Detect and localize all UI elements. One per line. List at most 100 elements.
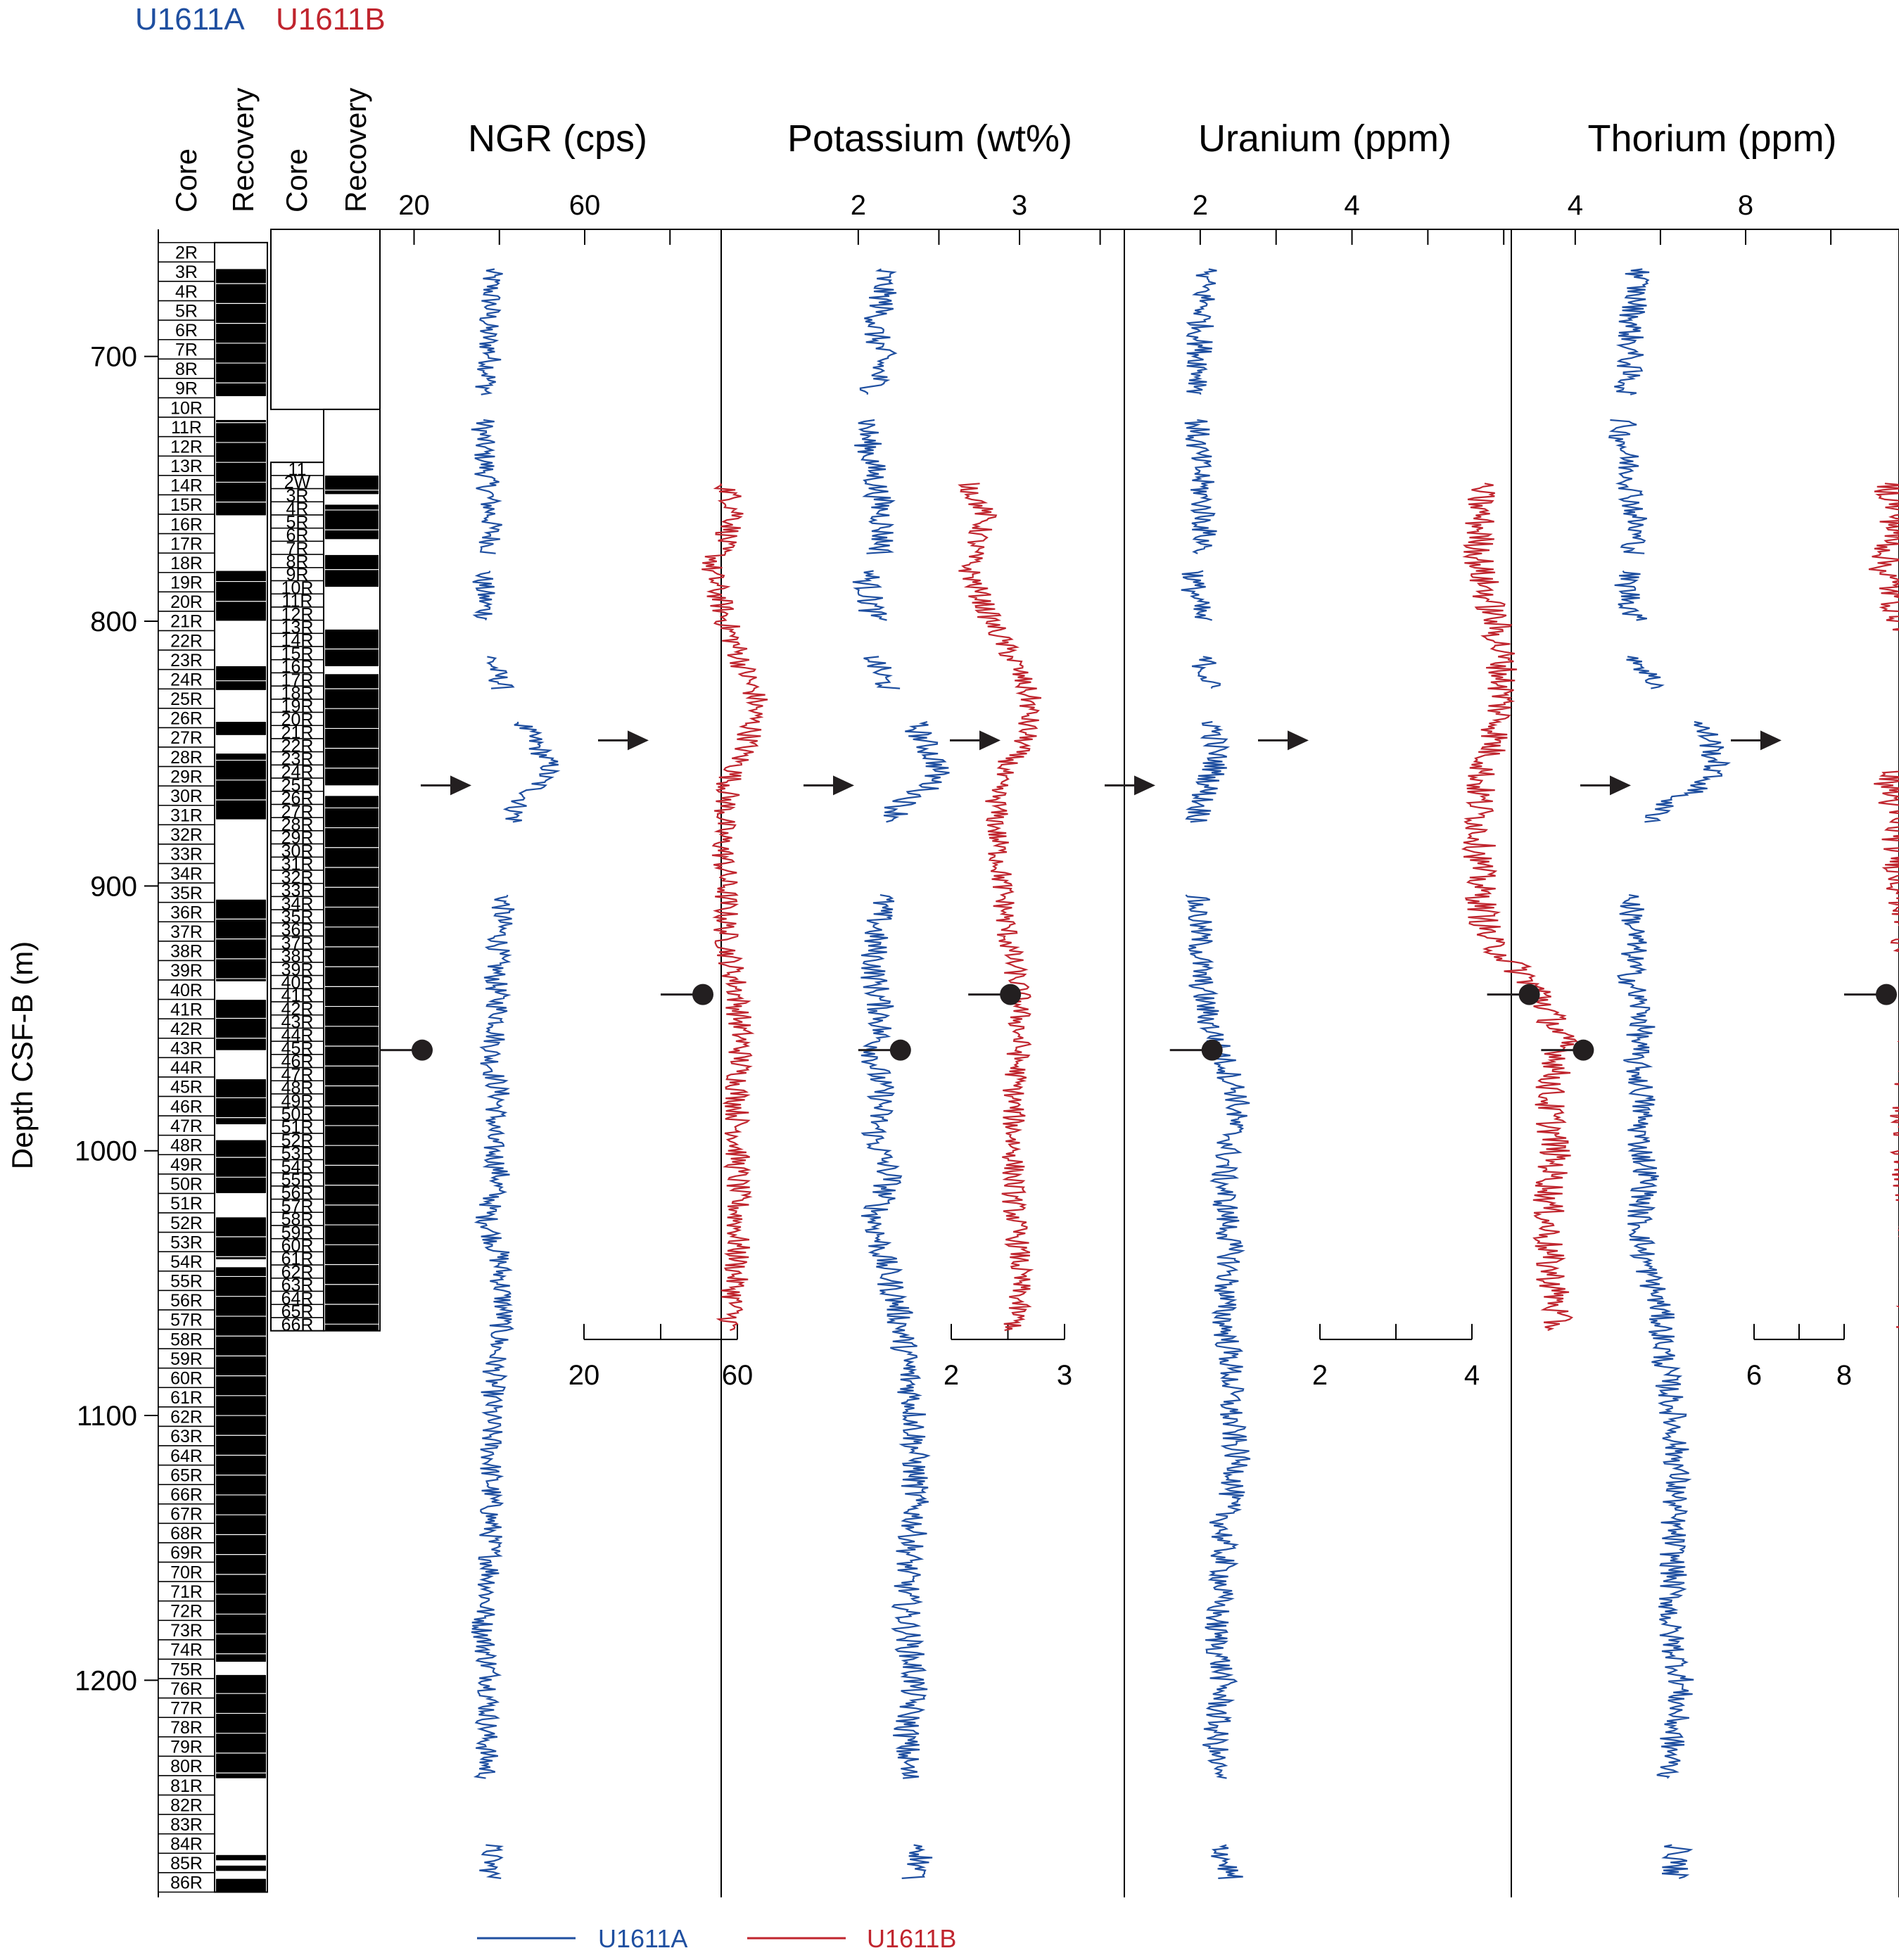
core-label: 83R (170, 1815, 203, 1835)
core-b-header: Core (280, 148, 313, 212)
core-label: 10R (170, 398, 203, 418)
recovery-block (325, 554, 379, 587)
core-label: 36R (170, 903, 203, 922)
core-label: 66R (170, 1485, 203, 1505)
recovery-block (325, 796, 379, 1331)
depth-tick-label: 1000 (75, 1136, 137, 1167)
series-trace-U1611B (1461, 483, 1578, 1331)
log-panels: NGR (cps) 20 60 20 60 Potassium (wt%) 2 3 2 3 Uran… (380, 117, 1899, 1897)
core-cell (158, 533, 215, 554)
core-label: 63R (170, 1427, 203, 1446)
series-trace-U1611B (701, 483, 768, 1331)
legend-label-a: U1611A (598, 1924, 687, 1953)
core-label: 68R (170, 1524, 203, 1544)
top-tick-label: 4 (1568, 190, 1583, 221)
core-cell (158, 1387, 215, 1408)
core-label: 61R (170, 1388, 203, 1408)
series-trace-U1611A (883, 720, 950, 823)
series-trace-U1611A (1661, 1844, 1694, 1879)
core-label: 62R (170, 1408, 203, 1427)
panel-title: Uranium (ppm) (1198, 117, 1452, 160)
core-label: 16R (170, 515, 203, 535)
recovery-block (216, 666, 266, 690)
recovery-b-column (323, 408, 381, 1332)
core-cell (158, 1231, 215, 1252)
core-label: 29R (170, 767, 203, 787)
series-trace-U1611A (479, 1844, 504, 1879)
core-label: 75R (170, 1660, 203, 1679)
series-trace-U1611A (486, 656, 515, 689)
recovery-b-header: Recovery (339, 88, 372, 212)
panel-3: Thorium (ppm)4 8 6 8 (1511, 117, 1899, 1897)
series-trace-U1611A (854, 419, 896, 554)
arrow-head (1134, 775, 1155, 796)
core-label: 60R (170, 1368, 203, 1388)
series-trace-U1611A (1185, 720, 1231, 823)
core-cell (158, 941, 215, 962)
series-trace-U1611A (1626, 656, 1665, 689)
core-label: 22R (170, 631, 203, 651)
recovery-block (216, 1267, 266, 1662)
core-label: 79R (170, 1738, 203, 1757)
core-label: 47R (170, 1116, 203, 1136)
series-trace-U1611A (852, 570, 887, 621)
panel-title: NGR (cps) (468, 117, 647, 160)
panel-0: NGR (cps) 20 60 20 60 (380, 117, 768, 1897)
arrow-head (628, 730, 649, 751)
core-cell (158, 1833, 215, 1854)
marker-dot (1876, 984, 1897, 1005)
core-label: 4R (175, 282, 198, 302)
legend: U1611A U1611B (477, 1924, 956, 1953)
series-trace-U1611A (1211, 1844, 1243, 1879)
core-cell (158, 1581, 215, 1602)
core-cell (158, 668, 215, 690)
core-label: 56R (170, 1291, 203, 1311)
series-trace-U1611B (958, 483, 1042, 1331)
panel-1: Potassium (wt%) 2 3 2 3 (721, 117, 1125, 1897)
marker-dot (1518, 984, 1540, 1005)
marker-dot (1201, 1039, 1223, 1061)
core-label: 76R (170, 1679, 203, 1699)
recovery-block (216, 419, 266, 516)
core-label: 77R (170, 1698, 203, 1718)
recovery-block (216, 753, 266, 820)
core-cell (158, 1522, 215, 1544)
series-trace-U1611A (1184, 419, 1217, 554)
recovery-block (216, 1216, 266, 1259)
core-label: 86R (170, 1873, 203, 1893)
recovery-block (216, 1674, 266, 1778)
panel-2: Uranium (ppm) 2 4 2 4 (1105, 117, 1578, 1897)
core-label: 50R (170, 1175, 203, 1195)
core-label: 59R (170, 1349, 203, 1369)
core-label: 31R (170, 806, 203, 826)
core-label: 43R (170, 1039, 203, 1059)
series-trace-U1611B (1868, 483, 1899, 1329)
series-trace-U1611A (1191, 656, 1221, 689)
core-label: 23R (170, 651, 203, 670)
core-label: 67R (170, 1505, 203, 1525)
recovery-block (216, 269, 266, 397)
top-tick-label: 3 (1012, 190, 1027, 221)
bottom-tick-label: 2 (944, 1360, 959, 1391)
core-label: 9R (175, 379, 198, 399)
core-cell (158, 882, 215, 903)
core-label: 14R (170, 476, 203, 496)
core-cell (158, 1600, 215, 1622)
core-cell (158, 1658, 215, 1679)
core-label: 70R (170, 1563, 203, 1582)
core-cell (158, 765, 215, 787)
series-trace-U1611A (472, 571, 495, 621)
core-label: 73R (170, 1621, 203, 1641)
core-label: 46R (170, 1097, 203, 1116)
core-label: 49R (170, 1155, 203, 1175)
bottom-tick-label: 6 (1746, 1360, 1762, 1391)
core-cell (158, 1309, 215, 1330)
core-label: 52R (170, 1214, 203, 1233)
core-label: 48R (170, 1135, 203, 1155)
series-trace-U1611A (859, 268, 898, 395)
core-label: 25R (170, 689, 203, 709)
series-trace-U1611A (1608, 419, 1648, 554)
core-label: 19R (170, 573, 203, 593)
depth-tick-label: 900 (90, 871, 137, 902)
series-trace-U1611A (860, 894, 931, 1779)
